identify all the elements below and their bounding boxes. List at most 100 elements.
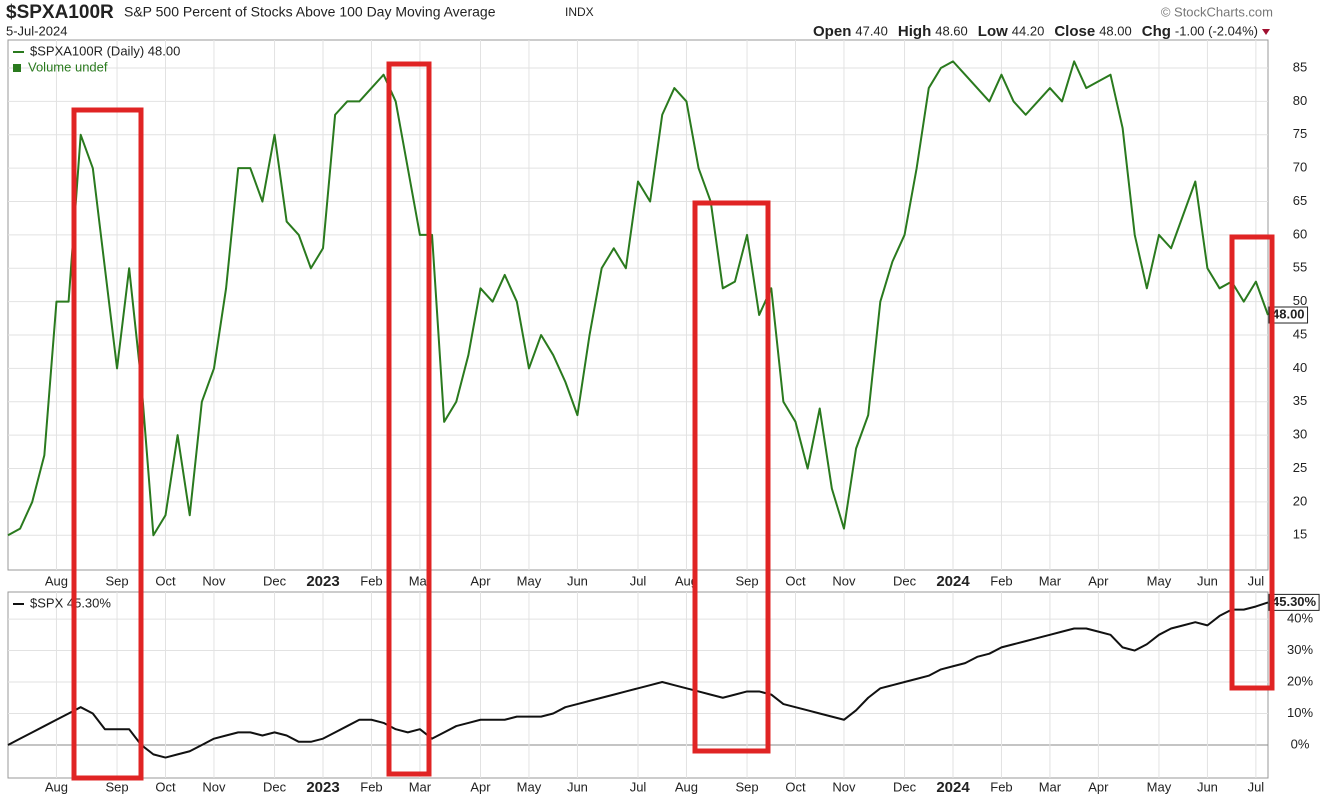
y-tick-label: 75 (1293, 126, 1307, 141)
y-tick-label: 55 (1293, 260, 1307, 275)
y-tick-label: 50 (1293, 293, 1307, 308)
y-tick-label: 60 (1293, 226, 1307, 241)
y-tick-label: 35 (1293, 393, 1307, 408)
x-tick-label: Feb (990, 573, 1012, 588)
x-tick-label: Sep (105, 779, 128, 794)
x-tick-label: Jul (1248, 573, 1265, 588)
legend-note: Volume undef (28, 59, 108, 74)
last-value-tag (1268, 593, 1320, 611)
x-tick-label: May (1147, 779, 1172, 794)
source: © StockCharts.com (1161, 4, 1273, 19)
last-value-tag (1268, 306, 1309, 324)
x-tick-label: Jun (567, 779, 588, 794)
x-tick-label: May (517, 573, 542, 588)
quote-value: -1.00 (-2.04%) (1175, 23, 1258, 38)
x-tick-label: 2023 (306, 573, 339, 590)
y-tick-label: 80 (1293, 93, 1307, 108)
y-tick-label: 20 (1293, 493, 1307, 508)
y-tick-label: 45 (1293, 326, 1307, 341)
x-tick-label: 2023 (306, 779, 339, 796)
x-tick-label: Apr (1088, 573, 1109, 588)
y-tick-label: 25 (1293, 460, 1307, 475)
x-tick-label: Sep (105, 573, 128, 588)
quote-value: 48.00 (1099, 23, 1132, 38)
plots: 15 20 25 30 35 40 45 50 55 60 65 70 75 80 85 Aug Sep Oct N… (7, 40, 1320, 796)
x-tick-label: Jun (1197, 779, 1218, 794)
x-tick-label: Apr (470, 779, 491, 794)
x-tick-label: May (1147, 573, 1172, 588)
x-tick-label: 2024 (936, 779, 970, 796)
x-tick-label: Nov (832, 573, 856, 588)
quote-label: Chg (1142, 23, 1171, 40)
volume-icon (13, 64, 21, 72)
x-tick-label: Aug (45, 779, 68, 794)
y-tick-label: 0% (1291, 736, 1310, 751)
x-tick-label: Dec (893, 779, 917, 794)
annotation-box (692, 200, 771, 754)
data-line (7, 60, 1269, 537)
quote-value: 44.20 (1012, 23, 1045, 38)
y-tick-label: 40% (1287, 611, 1313, 626)
date: 5-Jul-2024 (6, 23, 67, 38)
annotation-box (386, 61, 432, 777)
annotation-box (1229, 234, 1275, 691)
data-line (7, 601, 1269, 759)
x-tick-label: Feb (360, 779, 382, 794)
quote-label: Low (978, 23, 1008, 40)
title: S&P 500 Percent of Stocks Above 100 Day … (124, 4, 496, 20)
x-tick-label: Jul (630, 573, 647, 588)
quote-value: 48.60 (935, 23, 968, 38)
x-tick-label: 2024 (936, 573, 970, 590)
symbol: $SPXA100R (6, 2, 114, 23)
x-tick-label: Oct (785, 779, 806, 794)
x-tick-label: Nov (202, 779, 226, 794)
y-tick-label: 30 (1293, 427, 1307, 442)
x-tick-label: Jun (567, 573, 588, 588)
down-arrow (1262, 29, 1270, 35)
x-tick-label: Aug (675, 779, 698, 794)
last-value-label: 48.00 (1272, 306, 1305, 321)
x-tick-label: Nov (202, 573, 226, 588)
x-tick-label: Jul (630, 779, 647, 794)
x-tick-label: Feb (360, 573, 382, 588)
x-tick-label: Apr (470, 573, 491, 588)
y-tick-label: 30% (1287, 642, 1313, 657)
x-tick-label: Dec (263, 779, 287, 794)
x-tick-label: Nov (832, 779, 856, 794)
x-tick-label: Dec (263, 573, 287, 588)
legend-entry: $SPXA100R (Daily) 48.00 (30, 43, 180, 58)
y-tick-label: 40 (1293, 360, 1307, 375)
quote-label: Close (1054, 23, 1095, 40)
x-tick-label: Sep (735, 573, 758, 588)
quote-label: High (898, 23, 931, 40)
quote-label: Open (813, 23, 851, 40)
x-tick-label: Jul (1248, 779, 1265, 794)
x-tick-label: Aug (45, 573, 68, 588)
y-tick-label: 10% (1287, 705, 1313, 720)
x-tick-label: Oct (155, 573, 176, 588)
quote: -1.00 (-2.04%) Chg 48.00 Close 44.20 Low 48.60… (813, 23, 1270, 40)
x-tick-label: Mar (409, 573, 432, 588)
legend-entry: $SPX 45.30% (30, 595, 111, 610)
x-tick-label: Mar (1039, 779, 1062, 794)
y-tick-label: 70 (1293, 160, 1307, 175)
y-tick-label: 20% (1287, 673, 1313, 688)
x-tick-label: Apr (1088, 779, 1109, 794)
x-tick-label: Jun (1197, 573, 1218, 588)
x-tick-label: Mar (1039, 573, 1062, 588)
y-tick-label: 85 (1293, 59, 1307, 74)
x-tick-label: Oct (785, 573, 806, 588)
y-tick-label: 65 (1293, 193, 1307, 208)
last-value-label: 45.30% (1272, 594, 1317, 609)
exchange: INDX (565, 5, 594, 19)
annotation-box (71, 107, 144, 781)
x-tick-label: Feb (990, 779, 1012, 794)
quote-value: 47.40 (855, 23, 888, 38)
x-tick-label: Mar (409, 779, 432, 794)
x-tick-label: Dec (893, 573, 917, 588)
x-tick-label: May (517, 779, 542, 794)
x-tick-label: Oct (155, 779, 176, 794)
x-tick-label: Aug (675, 573, 698, 588)
y-tick-label: 15 (1293, 527, 1307, 542)
